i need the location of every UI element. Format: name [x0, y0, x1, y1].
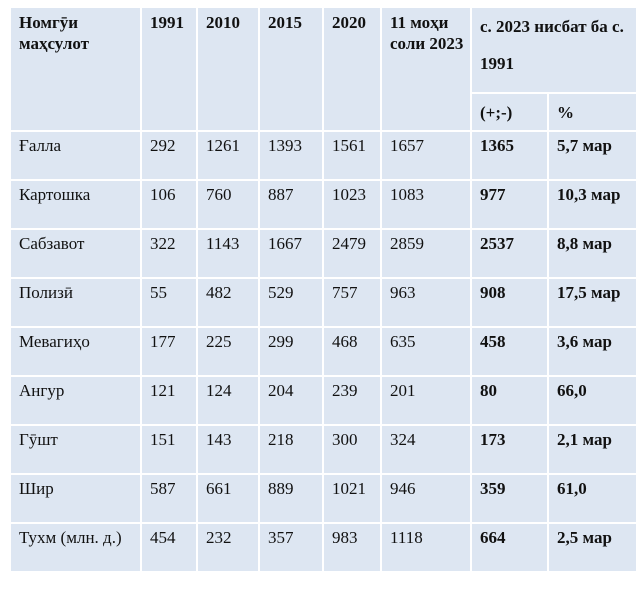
table-row: Ангур 121 124 204 239 201 80 66,0: [9, 375, 639, 426]
value-2010: 232: [196, 522, 260, 573]
header-2020: 2020: [322, 6, 382, 132]
product-name: Сабзавот: [9, 228, 142, 279]
value-1991: 587: [140, 473, 198, 524]
value-percent: 17,5 мар: [546, 277, 639, 328]
value-percent: 8,8 мар: [546, 228, 639, 279]
table-row: Гӯшт 151 143 218 300 324 173 2,1 мар: [9, 424, 639, 475]
value-2020: 239: [322, 375, 382, 426]
value-2010: 760: [196, 179, 260, 230]
value-2020: 468: [322, 326, 382, 377]
table-row: Картошка 106 760 887 1023 1083 977 10,3 мар: [9, 179, 639, 230]
value-2015: 1667: [258, 228, 324, 279]
value-diff: 977: [470, 179, 549, 230]
header-2015: 2015: [258, 6, 324, 132]
header-11-months-2023: 11 моҳи соли 2023: [380, 6, 472, 132]
value-diff: 2537: [470, 228, 549, 279]
value-2023: 201: [380, 375, 472, 426]
value-1991: 322: [140, 228, 198, 279]
value-1991: 121: [140, 375, 198, 426]
product-name: Тухм (млн. д.): [9, 522, 142, 573]
value-2015: 357: [258, 522, 324, 573]
value-percent: 3,6 мар: [546, 326, 639, 377]
value-percent: 61,0: [546, 473, 639, 524]
value-2015: 887: [258, 179, 324, 230]
table-row: Сабзавот 322 1143 1667 2479 2859 2537 8,8 мар: [9, 228, 639, 279]
product-name: Гӯшт: [9, 424, 142, 475]
value-2015: 1393: [258, 130, 324, 181]
value-diff: 908: [470, 277, 549, 328]
product-name: Мевагиҳо: [9, 326, 142, 377]
value-2010: 225: [196, 326, 260, 377]
value-2010: 1143: [196, 228, 260, 279]
value-2010: 1261: [196, 130, 260, 181]
product-name: Полизӣ: [9, 277, 142, 328]
table-row: Шир 587 661 889 1021 946 359 61,0: [9, 473, 639, 524]
value-2023: 324: [380, 424, 472, 475]
table-row: Полизӣ 55 482 529 757 963 908 17,5 мар: [9, 277, 639, 328]
value-2020: 1021: [322, 473, 382, 524]
product-name: Ангур: [9, 375, 142, 426]
value-2023: 635: [380, 326, 472, 377]
value-2020: 1561: [322, 130, 382, 181]
header-1991: 1991: [140, 6, 198, 132]
value-diff: 173: [470, 424, 549, 475]
value-2015: 529: [258, 277, 324, 328]
value-2023: 963: [380, 277, 472, 328]
value-2010: 143: [196, 424, 260, 475]
value-2015: 889: [258, 473, 324, 524]
value-2010: 124: [196, 375, 260, 426]
value-2020: 300: [322, 424, 382, 475]
value-diff: 359: [470, 473, 549, 524]
value-percent: 66,0: [546, 375, 639, 426]
value-diff: 1365: [470, 130, 549, 181]
value-1991: 106: [140, 179, 198, 230]
value-2010: 661: [196, 473, 260, 524]
value-1991: 151: [140, 424, 198, 475]
value-percent: 10,3 мар: [546, 179, 639, 230]
value-diff: 80: [470, 375, 549, 426]
value-1991: 292: [140, 130, 198, 181]
header-product: Номгӯи маҳсулот: [9, 6, 142, 132]
value-percent: 2,1 мар: [546, 424, 639, 475]
product-name: Шир: [9, 473, 142, 524]
table-row: Мевагиҳо 177 225 299 468 635 458 3,6 мар: [9, 326, 639, 377]
table-row: Ғалла 292 1261 1393 1561 1657 1365 5,7 мар: [9, 130, 639, 181]
header-diff: (+;-): [470, 92, 549, 132]
value-2023: 1083: [380, 179, 472, 230]
value-percent: 5,7 мар: [546, 130, 639, 181]
value-2023: 1657: [380, 130, 472, 181]
value-diff: 664: [470, 522, 549, 573]
value-1991: 55: [140, 277, 198, 328]
value-1991: 454: [140, 522, 198, 573]
value-2020: 983: [322, 522, 382, 573]
value-2010: 482: [196, 277, 260, 328]
value-2023: 1118: [380, 522, 472, 573]
header-percent: %: [546, 92, 639, 132]
value-percent: 2,5 мар: [546, 522, 639, 573]
value-1991: 177: [140, 326, 198, 377]
product-name: Картошка: [9, 179, 142, 230]
value-2015: 218: [258, 424, 324, 475]
value-2023: 2859: [380, 228, 472, 279]
header-2010: 2010: [196, 6, 260, 132]
value-2020: 1023: [322, 179, 382, 230]
value-2020: 757: [322, 277, 382, 328]
value-2015: 204: [258, 375, 324, 426]
value-2020: 2479: [322, 228, 382, 279]
value-2015: 299: [258, 326, 324, 377]
value-diff: 458: [470, 326, 549, 377]
header-compare: с. 2023 нисбат ба с. 1991: [469, 6, 639, 94]
production-table: Номгӯи маҳсулот 1991 2010 2015 2020 11 м…: [9, 6, 639, 573]
value-2023: 946: [380, 473, 472, 524]
product-name: Ғалла: [9, 130, 142, 181]
table-row: Тухм (млн. д.) 454 232 357 983 1118 664 2,5 мар: [9, 522, 639, 573]
